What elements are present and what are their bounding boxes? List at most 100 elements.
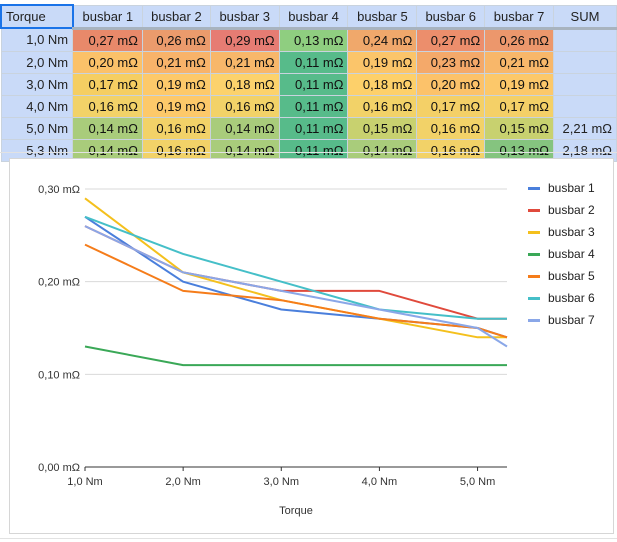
line-chart[interactable]: 0,00 mΩ 0,10 mΩ 0,20 mΩ 0,30 mΩ 1,0 Nm 2,0 Nm…	[9, 158, 614, 534]
resistance-cell[interactable]: 0,17 mΩ	[416, 94, 486, 118]
resistance-cell[interactable]: 0,21 mΩ	[141, 50, 211, 74]
resistance-cell[interactable]: 0,19 mΩ	[141, 94, 211, 118]
legend-label: busbar 7	[548, 313, 595, 327]
resistance-cell[interactable]: 0,11 mΩ	[278, 138, 349, 162]
legend-label: busbar 5	[548, 269, 595, 283]
legend-item[interactable]: busbar 2	[528, 199, 595, 221]
legend-item[interactable]: busbar 3	[528, 221, 595, 243]
legend-item[interactable]: busbar 6	[528, 287, 595, 309]
resistance-cell[interactable]: 0,16 mΩ	[72, 94, 143, 118]
resistance-cell[interactable]: 0,27 mΩ	[72, 27, 143, 52]
resistance-cell[interactable]: 0,14 mΩ	[72, 138, 143, 162]
resistance-cell[interactable]: 0,21 mΩ	[484, 50, 554, 74]
legend-label: busbar 2	[548, 203, 595, 217]
resistance-cell[interactable]: 0,14 mΩ	[347, 138, 418, 162]
resistance-cell[interactable]: 0,19 mΩ	[141, 72, 211, 96]
resistance-cell[interactable]: 0,27 mΩ	[416, 27, 486, 52]
table-row: 2,0 Nm 0,20 mΩ 0,21 mΩ 0,21 mΩ 0,11 mΩ 0,19 m…	[0, 50, 617, 74]
legend-item[interactable]: busbar 5	[528, 265, 595, 287]
series-line-busbar-1	[84, 215, 508, 339]
resistance-cell[interactable]: 0,11 mΩ	[278, 94, 349, 118]
column-header-sum[interactable]: SUM	[553, 4, 617, 30]
x-tick-label: 5,0 Nm	[460, 476, 495, 488]
legend-swatch	[528, 186, 540, 190]
sum-cell[interactable]: 2,21 mΩ	[553, 116, 617, 140]
resistance-cell[interactable]: 0,13 mΩ	[278, 27, 349, 52]
sum-cell[interactable]	[553, 27, 617, 52]
legend-label: busbar 3	[548, 225, 595, 239]
column-header-busbar-3[interactable]: busbar 3	[209, 4, 280, 30]
resistance-cell[interactable]: 0,16 mΩ	[141, 116, 211, 140]
resistance-cell[interactable]: 0,17 mΩ	[484, 94, 554, 118]
y-tick-label: 0,00 mΩ	[38, 462, 80, 474]
resistance-cell[interactable]: 0,14 mΩ	[72, 116, 143, 140]
legend-swatch	[528, 230, 540, 234]
column-header-busbar-2[interactable]: busbar 2	[141, 4, 211, 30]
resistance-cell[interactable]: 0,19 mΩ	[484, 72, 554, 96]
table-row: 4,0 Nm 0,16 mΩ 0,19 mΩ 0,16 mΩ 0,11 mΩ 0,16 m…	[0, 94, 617, 118]
y-tick-label: 0,20 mΩ	[38, 277, 80, 289]
torque-cell[interactable]: 5,3 Nm	[0, 138, 74, 162]
legend-swatch	[528, 274, 540, 278]
x-tick-label: 1,0 Nm	[67, 476, 102, 488]
resistance-cell[interactable]: 0,20 mΩ	[72, 50, 143, 74]
resistance-cell[interactable]: 0,16 mΩ	[416, 116, 486, 140]
column-header-busbar-6[interactable]: busbar 6	[416, 4, 486, 30]
torque-cell[interactable]: 2,0 Nm	[0, 50, 74, 74]
legend-swatch	[528, 296, 540, 300]
resistance-cell[interactable]: 0,11 mΩ	[278, 50, 349, 74]
table-row: 5,3 Nm 0,14 mΩ 0,16 mΩ 0,14 mΩ 0,11 mΩ 0,14 m…	[0, 138, 617, 162]
legend-swatch	[528, 252, 540, 256]
chart-canvas: 0,00 mΩ 0,10 mΩ 0,20 mΩ 0,30 mΩ 1,0 Nm 2,0 Nm…	[38, 184, 508, 517]
resistance-cell[interactable]: 0,26 mΩ	[484, 27, 554, 52]
y-tick-label: 0,30 mΩ	[38, 184, 80, 196]
resistance-cell[interactable]: 0,15 mΩ	[347, 116, 418, 140]
chart-legend: busbar 1 busbar 2 busbar 3 busbar 4 busbar 5…	[528, 177, 595, 331]
resistance-cell[interactable]: 0,21 mΩ	[209, 50, 280, 74]
x-tick-label: 2,0 Nm	[165, 476, 200, 488]
resistance-cell[interactable]: 0,24 mΩ	[347, 27, 418, 52]
resistance-cell[interactable]: 0,11 mΩ	[278, 72, 349, 96]
legend-label: busbar 6	[548, 291, 595, 305]
column-header-busbar-4[interactable]: busbar 4	[278, 4, 349, 30]
resistance-cell[interactable]: 0,20 mΩ	[416, 72, 486, 96]
y-tick-label: 0,10 mΩ	[38, 369, 80, 381]
torque-cell[interactable]: 5,0 Nm	[0, 116, 74, 140]
sum-cell[interactable]	[553, 50, 617, 74]
legend-item[interactable]: busbar 7	[528, 309, 595, 331]
sum-cell[interactable]	[553, 72, 617, 96]
resistance-cell[interactable]: 0,16 mΩ	[141, 138, 211, 162]
torque-cell[interactable]: 1,0 Nm	[0, 27, 74, 52]
resistance-cell[interactable]: 0,17 mΩ	[72, 72, 143, 96]
column-header-torque[interactable]: Torque	[0, 4, 74, 29]
table-row: 1,0 Nm 0,27 mΩ 0,26 mΩ 0,29 mΩ 0,13 mΩ 0,24 m…	[0, 27, 617, 52]
legend-label: busbar 1	[548, 181, 595, 195]
resistance-cell[interactable]: 0,16 mΩ	[209, 94, 280, 118]
sum-cell[interactable]: 2,18 mΩ	[553, 138, 617, 162]
resistance-cell[interactable]: 0,29 mΩ	[209, 27, 280, 52]
resistance-cell[interactable]: 0,14 mΩ	[209, 116, 280, 140]
resistance-cell[interactable]: 0,23 mΩ	[416, 50, 486, 74]
resistance-cell[interactable]: 0,16 mΩ	[347, 94, 418, 118]
resistance-cell[interactable]: 0,16 mΩ	[416, 138, 486, 162]
series-line-busbar-4	[84, 345, 507, 367]
legend-swatch	[528, 318, 540, 322]
sum-cell[interactable]	[553, 94, 617, 118]
resistance-cell[interactable]: 0,26 mΩ	[141, 27, 211, 52]
resistance-cell[interactable]: 0,11 mΩ	[278, 116, 349, 140]
resistance-cell[interactable]: 0,18 mΩ	[347, 72, 418, 96]
torque-cell[interactable]: 3,0 Nm	[0, 72, 74, 96]
torque-cell[interactable]: 4,0 Nm	[0, 94, 74, 118]
series-line-busbar-7	[84, 225, 508, 348]
legend-item[interactable]: busbar 1	[528, 177, 595, 199]
column-header-busbar-1[interactable]: busbar 1	[72, 4, 143, 30]
table-row: 5,0 Nm 0,14 mΩ 0,16 mΩ 0,14 mΩ 0,11 mΩ 0,15 m…	[0, 116, 617, 140]
column-header-busbar-7[interactable]: busbar 7	[484, 4, 554, 30]
column-header-busbar-5[interactable]: busbar 5	[347, 4, 418, 30]
legend-item[interactable]: busbar 4	[528, 243, 595, 265]
resistance-cell[interactable]: 0,15 mΩ	[484, 116, 554, 140]
resistance-cell[interactable]: 0,14 mΩ	[209, 138, 280, 162]
resistance-cell[interactable]: 0,19 mΩ	[347, 50, 418, 74]
resistance-cell[interactable]: 0,18 mΩ	[209, 72, 280, 96]
